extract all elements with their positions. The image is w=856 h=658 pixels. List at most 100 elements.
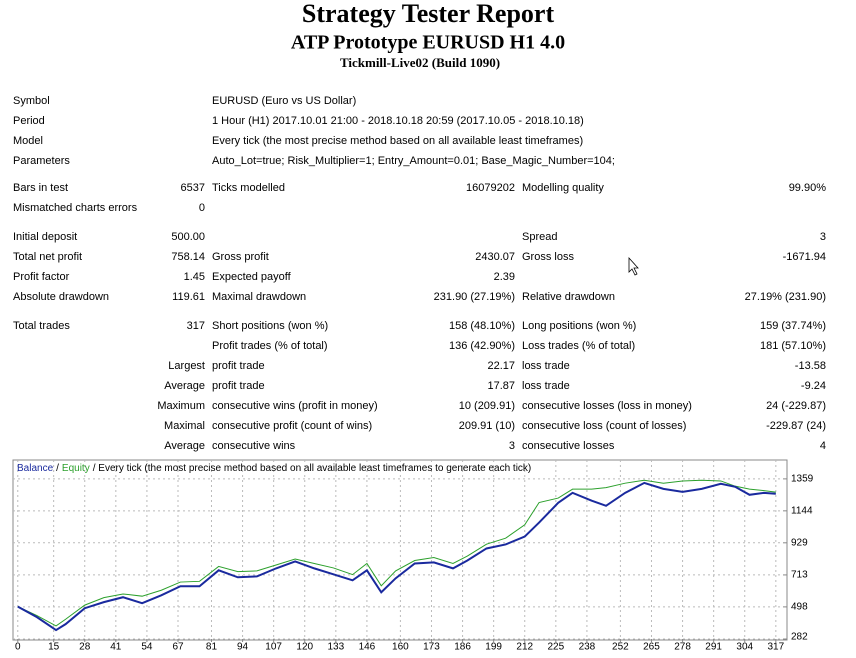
x-tick-label: 0 xyxy=(15,642,21,653)
y-tick-label: 1359 xyxy=(791,474,814,485)
table-cell: 4 xyxy=(820,440,826,452)
y-tick-label: 282 xyxy=(791,632,808,643)
table-cell: 2.39 xyxy=(494,271,515,283)
table-cell: 1 Hour (H1) 2017.10.01 21:00 - 2018.10.1… xyxy=(212,115,584,127)
table-cell: Loss trades (% of total) xyxy=(522,340,635,352)
legend-separator: / xyxy=(56,463,59,474)
table-cell: 6537 xyxy=(181,182,205,194)
table-cell: consecutive loss (count of losses) xyxy=(522,420,686,432)
x-tick-label: 265 xyxy=(643,642,660,653)
table-cell: 158 (48.10%) xyxy=(449,320,515,332)
x-tick-label: 94 xyxy=(237,642,249,653)
table-cell: 758.14 xyxy=(171,251,205,263)
table-cell: Average xyxy=(164,380,205,392)
table-cell: 10 (209.91) xyxy=(459,400,515,412)
table-cell: Largest xyxy=(168,360,205,372)
table-cell: -229.87 (24) xyxy=(766,420,826,432)
table-cell: Absolute drawdown xyxy=(13,291,109,303)
table-cell: 1.45 xyxy=(184,271,205,283)
x-tick-label: 107 xyxy=(265,642,282,653)
table-cell: Long positions (won %) xyxy=(522,320,636,332)
y-tick-label: 713 xyxy=(791,570,808,581)
table-cell: 3 xyxy=(820,231,826,243)
x-tick-label: 212 xyxy=(516,642,533,653)
table-cell: Profit factor xyxy=(13,271,70,283)
table-cell: Expected payoff xyxy=(212,271,292,283)
x-tick-label: 317 xyxy=(767,642,784,653)
legend: Balance / Equity / Every tick (the most pre… xyxy=(17,463,531,474)
table-cell: Gross loss xyxy=(522,251,574,263)
table-cell: Symbol xyxy=(13,95,50,107)
y-tick-label: 929 xyxy=(791,537,808,548)
table-cell: profit trade xyxy=(212,360,265,372)
x-tick-label: 54 xyxy=(141,642,153,653)
table-cell: 119.61 xyxy=(172,291,205,303)
table-cell: 231.90 (27.19%) xyxy=(434,291,515,303)
x-tick-label: 304 xyxy=(736,642,753,653)
table-cell: Maximum xyxy=(157,400,205,412)
table-cell: consecutive wins (profit in money) xyxy=(212,400,378,412)
x-tick-label: 160 xyxy=(392,642,409,653)
table-cell: 181 (57.10%) xyxy=(760,340,826,352)
table-cell: 16079202 xyxy=(466,182,515,194)
x-tick-label: 278 xyxy=(674,642,691,653)
x-tick-label: 67 xyxy=(172,642,184,653)
x-tick-label: 133 xyxy=(327,642,344,653)
table-cell: 3 xyxy=(509,440,515,452)
table-cell: loss trade xyxy=(522,360,570,372)
x-tick-label: 41 xyxy=(110,642,122,653)
x-tick-label: 15 xyxy=(48,642,60,653)
x-tick-label: 81 xyxy=(206,642,218,653)
table-cell: Initial deposit xyxy=(13,231,77,243)
table-cell: 209.91 (10) xyxy=(459,420,515,432)
table-cell: Auto_Lot=true; Risk_Multiplier=1; Entry_… xyxy=(212,155,615,167)
mouse-cursor xyxy=(628,256,639,276)
table-cell: EURUSD (Euro vs US Dollar) xyxy=(212,95,356,107)
table-cell: -9.24 xyxy=(801,380,826,392)
table-cell: 136 (42.90%) xyxy=(449,340,515,352)
legend-equity: Equity xyxy=(62,463,90,474)
table-cell: consecutive wins xyxy=(212,440,296,452)
table-cell: 159 (37.74%) xyxy=(760,320,826,332)
table-cell: 0 xyxy=(199,202,205,214)
legend-note: / Every tick (the most precise method ba… xyxy=(93,463,532,474)
x-tick-label: 173 xyxy=(423,642,440,653)
table-cell: Gross profit xyxy=(212,251,269,263)
table-cell: Modelling quality xyxy=(522,182,604,194)
x-tick-label: 225 xyxy=(547,642,564,653)
table-cell: Maximal drawdown xyxy=(212,291,306,303)
table-cell: 17.87 xyxy=(487,380,515,392)
table-cell: 99.90% xyxy=(789,182,827,194)
table-cell: Profit trades (% of total) xyxy=(212,340,328,352)
y-tick-label: 1144 xyxy=(791,505,813,516)
legend-balance: Balance xyxy=(17,463,54,474)
table-cell: 24 (-229.87) xyxy=(766,400,826,412)
x-tick-label: 252 xyxy=(612,642,629,653)
table-cell: -13.58 xyxy=(795,360,826,372)
x-tick-label: 28 xyxy=(79,642,91,653)
table-cell: Spread xyxy=(522,231,557,243)
table-cell: 27.19% (231.90) xyxy=(745,291,826,303)
table-cell: 22.17 xyxy=(487,360,515,372)
table-cell: Maximal xyxy=(164,420,205,432)
table-cell: Parameters xyxy=(13,155,70,167)
table-cell: 2430.07 xyxy=(475,251,515,263)
server: Tickmill-Live02 (Build 1090) xyxy=(340,55,500,70)
table-cell: Average xyxy=(164,440,205,452)
table-cell: Period xyxy=(13,115,45,127)
report-subtitle: ATP Prototype EURUSD H1 4.0 xyxy=(291,32,565,54)
table-cell: -1671.94 xyxy=(783,251,826,263)
table-cell: Total net profit xyxy=(13,251,82,263)
x-tick-label: 199 xyxy=(485,642,502,653)
x-tick-label: 146 xyxy=(359,642,376,653)
x-tick-label: 186 xyxy=(454,642,471,653)
table-cell: Every tick (the most precise method base… xyxy=(212,135,583,147)
table-cell: 500.00 xyxy=(171,231,205,243)
x-tick-label: 238 xyxy=(579,642,596,653)
table-cell: Short positions (won %) xyxy=(212,320,328,332)
table-cell: consecutive losses xyxy=(522,440,615,452)
series-line xyxy=(17,479,776,627)
table-cell: consecutive losses (loss in money) xyxy=(522,400,692,412)
table-cell: Bars in test xyxy=(13,182,68,194)
